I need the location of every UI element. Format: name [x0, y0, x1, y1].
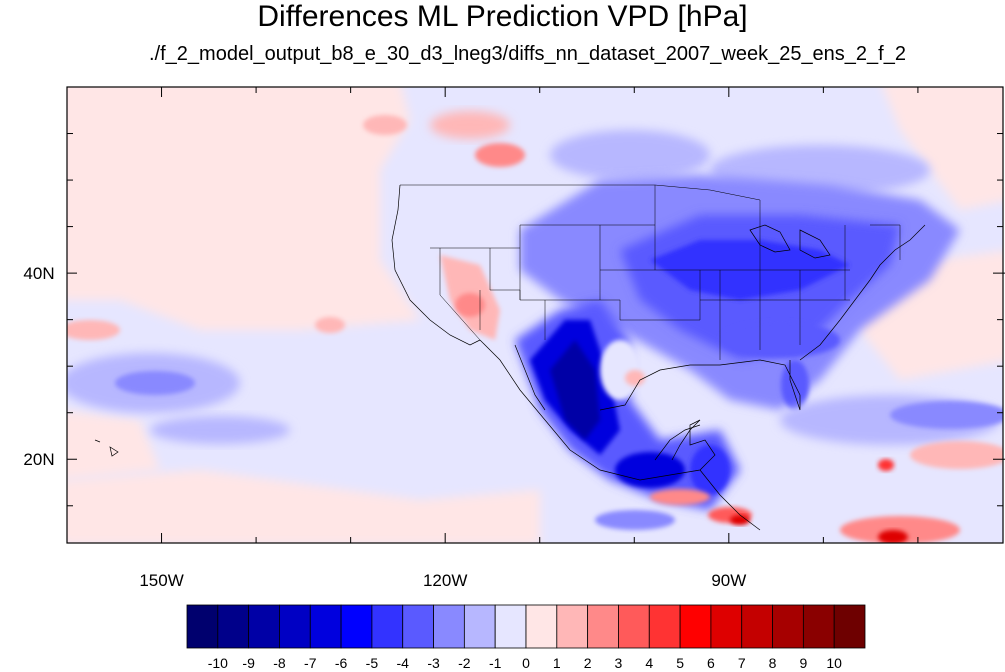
colorbar-label: -1	[489, 655, 502, 671]
colorbar-swatch	[340, 604, 373, 649]
colorbar-swatch	[525, 604, 558, 649]
colorbar-label: 10	[826, 655, 842, 671]
colorbar-label: -3	[427, 655, 440, 671]
colorbar-swatch	[833, 604, 866, 649]
colorbar-label: -7	[304, 655, 317, 671]
latitude-axis: 40N 20N	[23, 86, 1005, 507]
colorbar-swatch	[710, 604, 743, 649]
colorbar-label: 4	[645, 655, 653, 671]
map-subtitle: ./f_2_model_output_b8_e_30_d3_lneg3/diff…	[149, 43, 906, 65]
colorbar-label: -9	[242, 655, 255, 671]
map-title: Differences ML Prediction VPD [hPa]	[257, 0, 748, 33]
colorbar-swatch	[802, 604, 835, 649]
positive-region-southwest	[67, 470, 540, 543]
lon-tick-label: 150W	[139, 571, 183, 590]
colorbar-swatch	[309, 604, 342, 649]
lat-tick-label: 40N	[23, 264, 54, 283]
colorbar-swatch	[618, 604, 650, 649]
colorbar-swatch	[772, 604, 804, 649]
colorbar: -10 -9 -8 -7 -6 -5 -4 -3 -2 -1 0 1 2 3 4 5 6 7 8 9 10	[186, 604, 866, 671]
colorbar-label: 3	[615, 655, 623, 671]
colorbar-label: 8	[769, 655, 777, 671]
colorbar-label: 2	[584, 655, 592, 671]
lon-tick-label: 90W	[711, 571, 746, 590]
colorbar-label: 1	[553, 655, 561, 671]
colorbar-label: -4	[397, 655, 410, 671]
colorbar-swatch	[217, 604, 250, 649]
colorbar-label: -8	[273, 655, 286, 671]
colorbar-swatch	[402, 604, 434, 649]
vpd-difference-field	[67, 87, 1003, 543]
colorbar-swatch	[494, 604, 527, 649]
colorbar-swatch	[463, 604, 496, 649]
colorbar-label: -2	[458, 655, 471, 671]
colorbar-swatch	[371, 604, 404, 649]
colorbar-label: 7	[738, 655, 746, 671]
colorbar-swatch	[741, 604, 773, 649]
colorbar-label: -5	[366, 655, 379, 671]
colorbar-swatch	[587, 604, 619, 649]
colorbar-swatch	[186, 604, 219, 649]
colorbar-swatch	[679, 604, 712, 649]
map-frame	[66, 86, 1004, 544]
colorbar-label: 5	[676, 655, 684, 671]
state-boundaries	[400, 184, 901, 360]
colorbar-swatch	[433, 604, 465, 649]
colorbar-label: -10	[208, 655, 228, 671]
longitude-axis: 150W 120W 90W	[66, 87, 919, 590]
lon-tick-label: 120W	[423, 571, 467, 590]
colorbar-label: 9	[799, 655, 807, 671]
positive-region-hawaii	[67, 410, 160, 480]
colorbar-swatch	[648, 604, 681, 649]
colorbar-swatch	[279, 604, 311, 649]
lat-tick-label: 20N	[23, 450, 54, 469]
colorbar-swatch	[556, 604, 589, 649]
colorbar-label: 0	[522, 655, 530, 671]
colorbar-label: -6	[335, 655, 348, 671]
colorbar-label: 6	[707, 655, 715, 671]
positive-region-pacific	[67, 87, 420, 330]
positive-region-north-atlantic	[882, 87, 1003, 210]
colorbar-swatch	[248, 604, 280, 649]
